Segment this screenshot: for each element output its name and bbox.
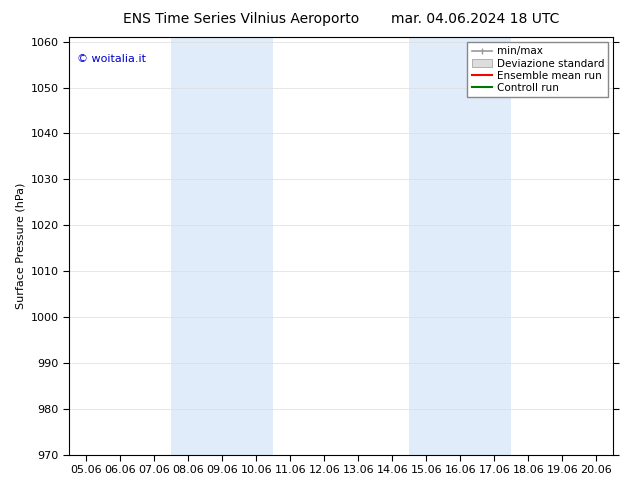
Bar	[171, 37, 273, 455]
Bar	[410, 37, 512, 455]
Text: mar. 04.06.2024 18 UTC: mar. 04.06.2024 18 UTC	[391, 12, 560, 26]
Y-axis label: Surface Pressure (hPa): Surface Pressure (hPa)	[15, 183, 25, 309]
Legend: min/max, Deviazione standard, Ensemble mean run, Controll run: min/max, Deviazione standard, Ensemble m…	[467, 42, 608, 97]
Text: © woitalia.it: © woitalia.it	[77, 54, 146, 64]
Text: ENS Time Series Vilnius Aeroporto: ENS Time Series Vilnius Aeroporto	[123, 12, 359, 26]
